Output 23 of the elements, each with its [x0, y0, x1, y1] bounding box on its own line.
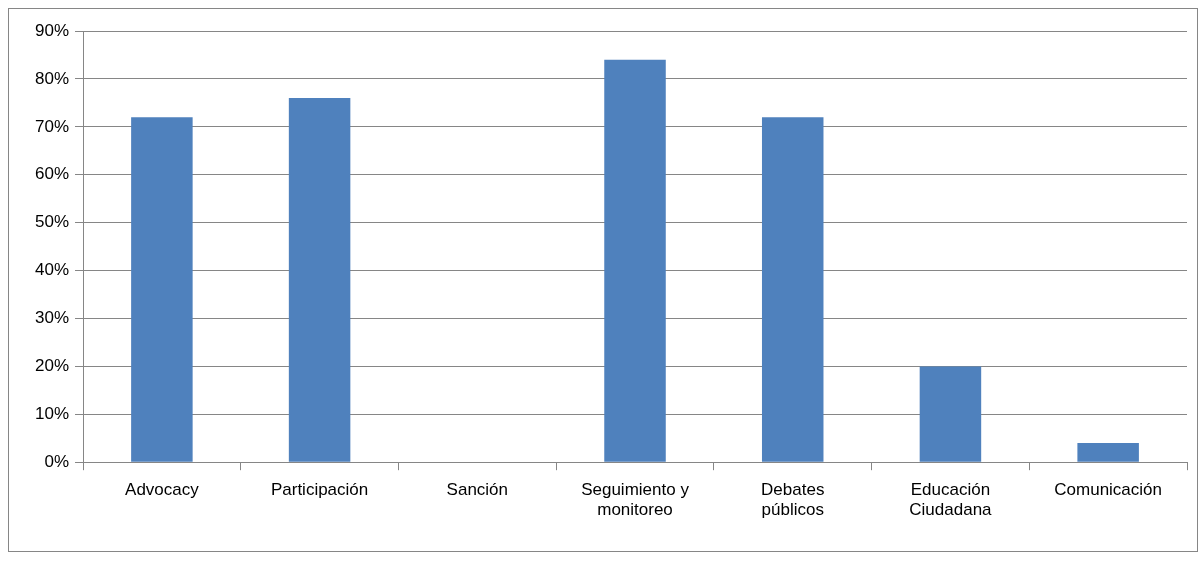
y-tick-label: 10% — [34, 403, 70, 423]
y-tick-label: 60% — [34, 164, 70, 184]
x-tick-label: Educación Ciudadana — [909, 480, 993, 520]
bar — [919, 366, 982, 462]
x-tick-label: Participación — [270, 480, 369, 500]
y-tick-label: 90% — [34, 20, 70, 40]
bar — [1077, 443, 1139, 462]
x-tick-label: Comunicación — [1054, 480, 1163, 500]
y-tick-label: 70% — [34, 116, 70, 136]
y-tick-label: 50% — [34, 212, 70, 232]
bar — [131, 117, 193, 462]
y-tick-label: 30% — [34, 308, 70, 328]
y-tick-label: 0% — [44, 451, 70, 471]
bar — [604, 59, 666, 462]
x-tick-label: Seguimiento y monitoreo — [581, 480, 690, 520]
x-tick-label: Advocacy — [125, 480, 200, 500]
bar — [761, 117, 824, 462]
y-tick-label: 80% — [34, 68, 70, 88]
bar — [288, 98, 351, 462]
x-tick-label: Debates públicos — [761, 480, 825, 520]
x-tick-label: Sanción — [446, 480, 509, 500]
y-tick-label: 20% — [34, 356, 70, 376]
y-tick-label: 40% — [34, 260, 70, 280]
